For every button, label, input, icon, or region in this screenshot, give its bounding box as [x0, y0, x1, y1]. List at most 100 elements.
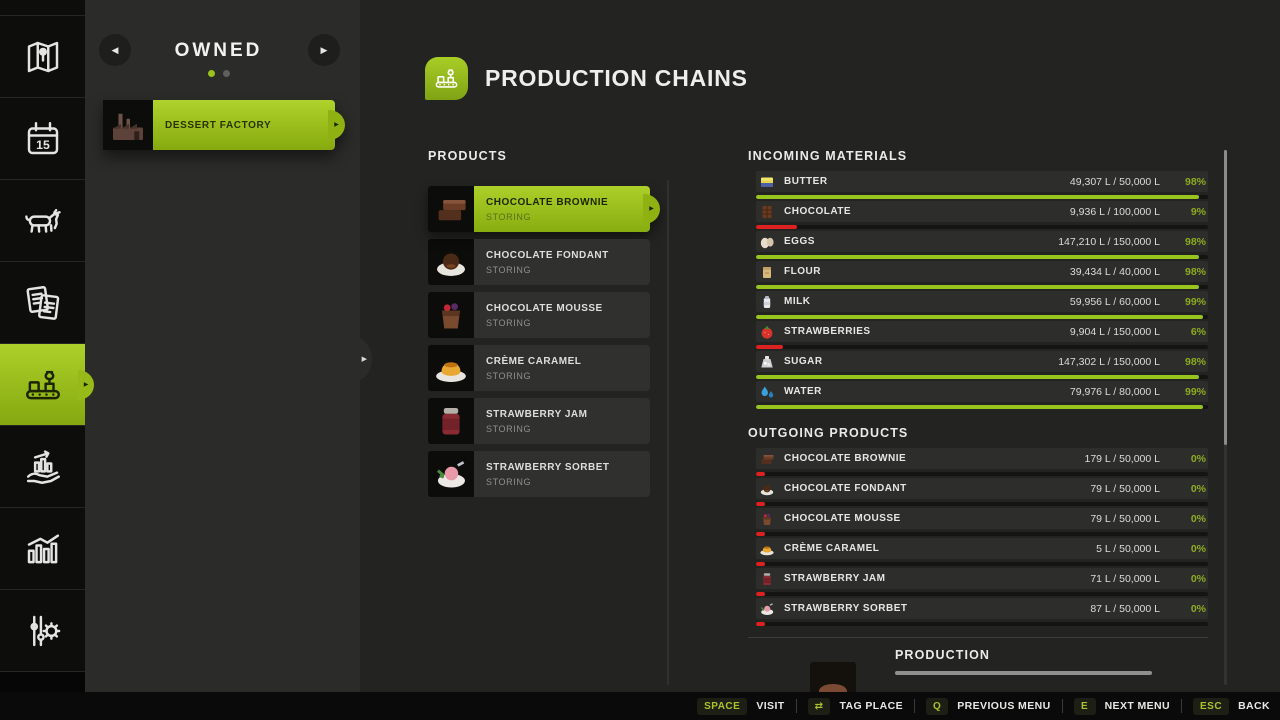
sliders-gear-icon	[22, 610, 64, 652]
outgoing-product-cr-me-caramel: CRÈME CARAMEL 5 L / 50,000 L 0%	[756, 538, 1208, 568]
tab-key-icon: ⇄	[807, 697, 831, 715]
product-status: STORING	[486, 423, 532, 434]
product-name: CHOCOLATE FONDANT	[486, 249, 609, 261]
fill-type-name: BUTTER	[784, 176, 828, 187]
sidebar-item-settings[interactable]	[0, 590, 85, 672]
sidebar-item-map[interactable]	[0, 16, 85, 98]
fill-type-name: STRAWBERRY SORBET	[784, 603, 908, 614]
fill-level-bar	[756, 225, 1208, 229]
keybind-back[interactable]: ESC BACK	[1193, 697, 1270, 715]
fill-level-bar	[756, 315, 1208, 319]
outgoing-products-title: OUTGOING PRODUCTS	[748, 426, 909, 440]
production-progress-bar	[895, 671, 1152, 675]
fill-level-amount: 71 L / 50,000 L	[1090, 572, 1160, 585]
sidebar-item-production[interactable]: ▶	[0, 344, 94, 426]
chocolate-brownie-icon	[759, 451, 775, 467]
product-item-strawberry-sorbet[interactable]: STRAWBERRY SORBET STORING	[428, 451, 650, 497]
product-item-chocolate-fondant[interactable]: CHOCOLATE FONDANT STORING	[428, 239, 650, 285]
sidebar-item-animals[interactable]	[0, 180, 85, 262]
outgoing-product-strawberry-jam: STRAWBERRY JAM 71 L / 50,000 L 0%	[756, 568, 1208, 598]
details-scrollbar-thumb[interactable]	[1224, 150, 1227, 445]
sales-chart-icon	[22, 446, 64, 488]
page-title: PRODUCTION CHAINS	[485, 65, 748, 91]
strawberry-sorbet-icon	[428, 451, 474, 497]
fill-level-bar	[756, 375, 1208, 379]
product-status: STORING	[486, 476, 532, 487]
bar-chart-icon	[22, 528, 64, 570]
fill-level-bar	[756, 285, 1208, 289]
strawberries-icon	[759, 324, 775, 340]
keybind-previous-menu[interactable]: Q PREVIOUS MENU	[925, 697, 1051, 715]
keybind-label: BACK	[1238, 700, 1270, 712]
owned-prev-button[interactable]: ◀	[99, 34, 131, 66]
section-divider	[748, 637, 1208, 638]
fill-level-percent: 0%	[1190, 452, 1206, 465]
sidebar-item-statistics[interactable]	[0, 508, 85, 590]
keybind-visit[interactable]: SPACE VISIT	[697, 697, 784, 715]
keybind-label: TAG PLACE	[839, 700, 903, 712]
sidebar-item-contracts[interactable]	[0, 262, 85, 344]
sidebar-item-calendar[interactable]: 15	[0, 98, 85, 180]
chocolate-fondant-icon	[759, 481, 775, 497]
owned-next-button[interactable]: ▶	[308, 34, 340, 66]
main-menu-sidebar: 15 ▶	[0, 0, 94, 692]
creme-caramel-icon	[428, 345, 474, 391]
fill-level-percent: 98%	[1184, 235, 1206, 248]
incoming-material-eggs: EGGS 147,210 L / 150,000 L 98%	[756, 231, 1208, 261]
strawberry-jam-icon	[428, 398, 474, 444]
butter-icon	[759, 174, 775, 190]
keybind-next-menu[interactable]: E NEXT MENU	[1073, 697, 1170, 715]
fill-level-percent: 6%	[1190, 325, 1206, 338]
fill-level-percent: 99%	[1184, 385, 1206, 398]
fill-level-amount: 79 L / 50,000 L	[1090, 482, 1160, 495]
incoming-material-butter: BUTTER 49,307 L / 50,000 L 98%	[756, 171, 1208, 201]
product-name: CHOCOLATE MOUSSE	[486, 302, 603, 314]
production-section-title: PRODUCTION	[895, 648, 991, 662]
product-name: STRAWBERRY JAM	[486, 408, 588, 420]
fill-type-name: FLOUR	[784, 266, 821, 277]
product-list: CHOCOLATE BROWNIE STORING ▶ CHOCOLATE FONDA…	[428, 186, 660, 497]
panel-collapse-handle[interactable]: ▶	[352, 336, 372, 382]
owned-page-dots	[85, 70, 352, 77]
keybind-separator	[1061, 699, 1063, 713]
fill-level-amount: 9,904 L / 150,000 L	[1069, 325, 1160, 338]
incoming-materials-list: BUTTER 49,307 L / 50,000 L 98% CHOCOLATE 9,9…	[756, 171, 1208, 411]
fill-level-percent: 9%	[1190, 205, 1206, 218]
product-item-chocolate-mousse[interactable]: CHOCOLATE MOUSSE STORING	[428, 292, 650, 338]
sugar-icon	[759, 354, 775, 370]
owned-factory-dessert-factory[interactable]: DESSERT FACTORY ▶	[103, 100, 345, 150]
keybind-separator	[913, 699, 915, 713]
product-name: CRÈME CARAMEL	[486, 355, 582, 367]
keybind-tag-place[interactable]: ⇄ TAG PLACE	[807, 697, 903, 715]
product-item-strawberry-jam[interactable]: STRAWBERRY JAM STORING	[428, 398, 650, 444]
fill-level-percent: 99%	[1184, 295, 1206, 308]
strawberry-jam-icon	[759, 571, 775, 587]
fill-level-bar	[756, 562, 1208, 566]
fill-level-percent: 0%	[1190, 602, 1206, 615]
sidebar-item-finances[interactable]	[0, 426, 85, 508]
fill-level-percent: 98%	[1184, 265, 1206, 278]
page-dot-2	[222, 70, 230, 77]
space-key: SPACE	[697, 697, 748, 715]
cow-icon	[22, 200, 64, 242]
keybind-separator	[795, 699, 797, 713]
svg-text:15: 15	[36, 137, 50, 151]
incoming-material-milk: MILK 59,956 L / 60,000 L 99%	[756, 291, 1208, 321]
water-icon	[759, 384, 775, 400]
products-scrollbar[interactable]	[667, 180, 669, 685]
fill-level-amount: 79 L / 50,000 L	[1090, 512, 1160, 525]
owned-panel: ◀ OWNED ▶ DESSERT FACTORY ▶	[85, 0, 360, 692]
right-arrow-icon: ▶	[361, 356, 367, 363]
keybind-label: PREVIOUS MENU	[957, 700, 1051, 712]
fill-type-name: MILK	[784, 296, 811, 307]
creme-caramel-icon	[759, 541, 775, 557]
fill-type-name: STRAWBERRY JAM	[784, 573, 886, 584]
chocolate-fondant-icon	[428, 239, 474, 285]
product-item-cr-me-caramel[interactable]: CRÈME CARAMEL STORING	[428, 345, 650, 391]
page-header: PRODUCTION CHAINS	[425, 57, 748, 100]
fill-level-percent: 0%	[1190, 482, 1206, 495]
product-name: CHOCOLATE BROWNIE	[486, 196, 609, 208]
product-item-chocolate-brownie[interactable]: CHOCOLATE BROWNIE STORING ▶	[428, 186, 660, 232]
fill-level-percent: 0%	[1190, 542, 1206, 555]
fill-level-bar	[756, 195, 1208, 199]
